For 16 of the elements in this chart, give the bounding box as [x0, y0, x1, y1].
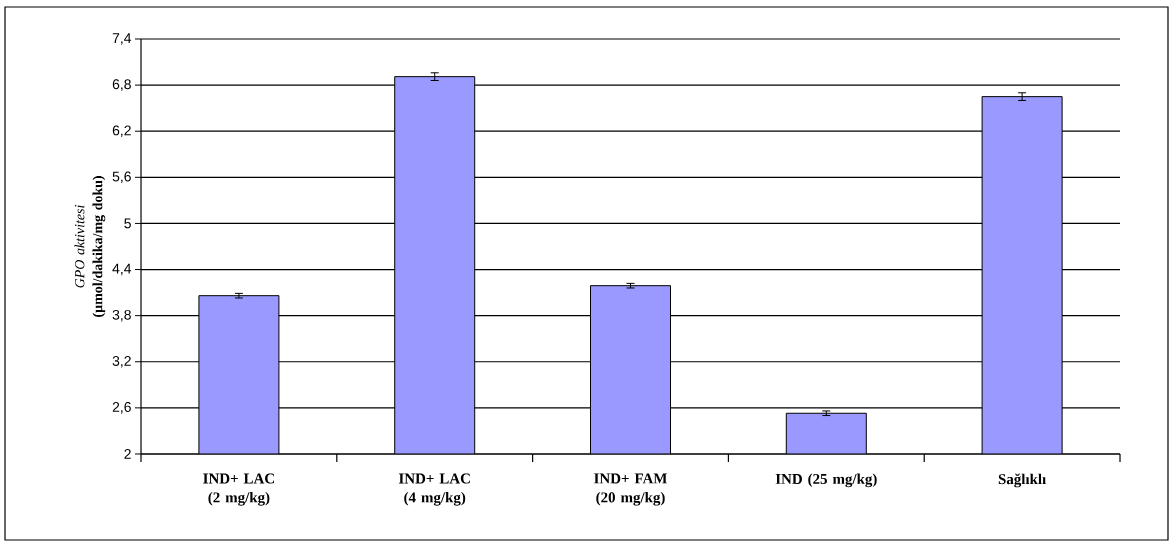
x-tick-label: Sağlıklı — [998, 473, 1046, 488]
y-tick-label: 4,4 — [112, 263, 132, 276]
y-tick-label: 5,6 — [112, 171, 131, 184]
y-tick-label: 7,4 — [112, 33, 132, 45]
y-axis-title: GPO aktivitesi (µmol/dakika/mg doku) — [74, 176, 106, 317]
x-tick-label: IND+ LAC (4 mg/kg) — [398, 473, 470, 506]
y-tick-label: 6,8 — [112, 79, 131, 91]
y-tick-label: 6,2 — [112, 125, 131, 137]
y-tick-label: 3,2 — [112, 355, 131, 368]
x-tick-label: IND+ FAM (20 mg/kg) — [594, 473, 667, 506]
y-tick-label: 2 — [124, 449, 131, 459]
y-tick-label: 5 — [124, 218, 131, 229]
x-tick-label: IND+ LAC (2 mg/kg) — [203, 473, 274, 506]
x-tick-label: IND (25 mg/kg) — [775, 473, 877, 488]
y-tick-label: 3,8 — [112, 309, 131, 322]
y-tick-label: 2,6 — [112, 402, 131, 414]
